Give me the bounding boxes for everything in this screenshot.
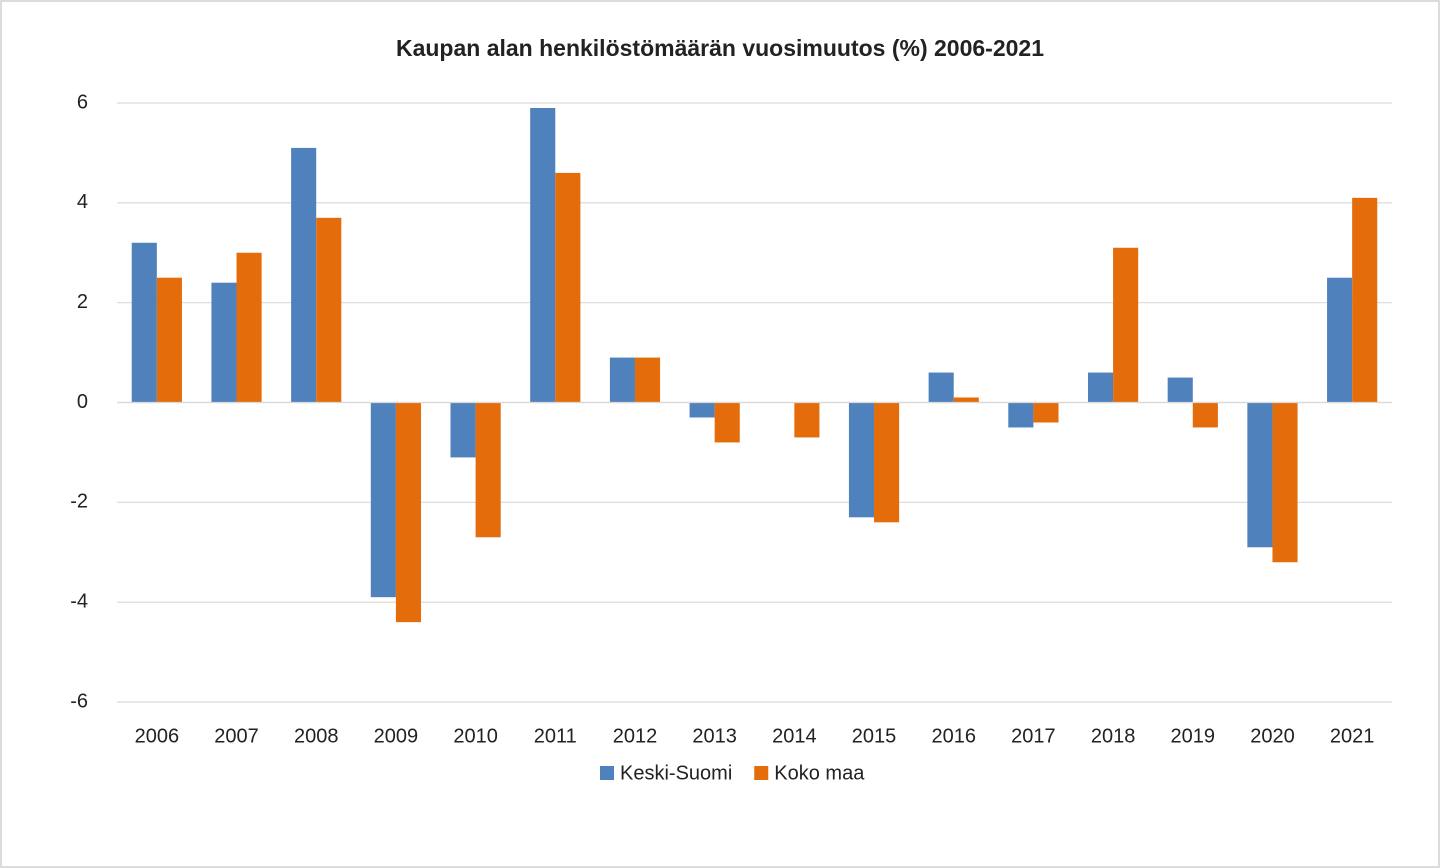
bar: [450, 402, 476, 458]
x-tick-label: 2007: [214, 725, 259, 747]
legend-swatch: [754, 766, 769, 780]
bar: [874, 402, 900, 523]
bar: [1272, 402, 1298, 563]
bar: [634, 357, 661, 403]
y-tick-label: -6: [70, 690, 88, 712]
legend-label: Keski-Suomi: [620, 762, 732, 784]
x-tick-label: 2014: [772, 725, 817, 747]
x-tick-label: 2017: [1011, 725, 1056, 747]
bar: [475, 402, 501, 538]
bar: [291, 147, 317, 403]
bar: [689, 402, 715, 418]
bar: [1087, 372, 1114, 403]
bar: [1167, 377, 1193, 403]
bar: [1008, 402, 1034, 428]
bar: [530, 107, 556, 403]
x-tick-label: 2016: [931, 725, 976, 747]
bar: [848, 402, 875, 518]
bar: [555, 172, 581, 403]
legend-swatch: [600, 766, 614, 780]
x-tick-label: 2013: [692, 725, 737, 747]
bar: [1247, 402, 1273, 548]
bar: [1352, 197, 1378, 403]
x-tick-label: 2010: [453, 725, 498, 747]
bar: [1327, 277, 1353, 403]
bar: [395, 402, 422, 623]
x-tick-label: 2019: [1171, 725, 1216, 747]
y-tick-label: 2: [77, 291, 88, 313]
bar: [1192, 402, 1218, 428]
bar: [714, 402, 740, 443]
x-tick-label: 2008: [294, 725, 339, 747]
x-tick-label: 2021: [1330, 725, 1375, 747]
y-tick-label: -2: [70, 491, 88, 513]
y-tick-label: -4: [70, 590, 88, 612]
bar: [236, 252, 262, 403]
x-tick-label: 2009: [374, 725, 419, 747]
x-tick-label: 2015: [852, 725, 897, 747]
bar: [156, 277, 182, 403]
x-tick-label: 2006: [135, 725, 180, 747]
bar: [794, 402, 820, 438]
bar: [370, 402, 396, 598]
x-tick-label: 2020: [1250, 725, 1295, 747]
x-tick-label: 2018: [1091, 725, 1136, 747]
chart-title: Kaupan alan henkilöstömäärän vuosimuutos…: [396, 35, 1044, 61]
bar: [609, 357, 635, 403]
y-tick-label: 0: [77, 391, 88, 413]
bar: [1033, 402, 1059, 423]
x-tick-label: 2011: [534, 725, 577, 747]
bar: [316, 217, 342, 403]
bar: [953, 397, 979, 403]
x-tick-label: 2012: [613, 725, 658, 747]
legend-label: Koko maa: [774, 762, 865, 784]
y-tick-label: 4: [77, 191, 88, 213]
bar: [1113, 247, 1139, 403]
y-tick-label: 6: [77, 91, 88, 113]
bar: [211, 282, 237, 403]
bar: [131, 242, 157, 403]
bar: [928, 372, 954, 403]
